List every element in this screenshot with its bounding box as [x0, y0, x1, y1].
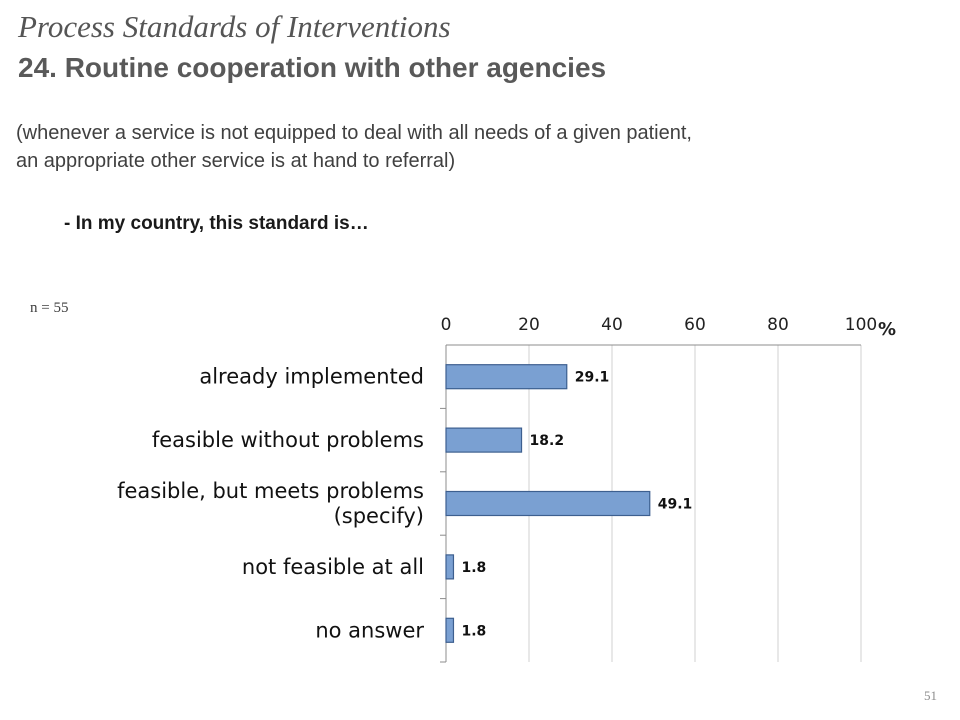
category-label: not feasible at all: [242, 555, 424, 579]
data-label: 1.8: [461, 623, 486, 639]
survey-question: - In my country, this standard is…: [64, 213, 369, 234]
slide-title: Process Standards of Interventions: [18, 9, 451, 44]
slide-subtitle: 24. Routine cooperation with other agenc…: [18, 52, 607, 83]
category-label: feasible without problems: [152, 428, 424, 452]
data-label: 49.1: [658, 497, 693, 513]
page-number: 51: [924, 688, 937, 703]
x-tick-label: 20: [518, 315, 540, 335]
bar: [445, 617, 455, 643]
standard-description: (whenever a service is not equipped to d…: [16, 119, 916, 175]
data-label: 29.1: [575, 370, 610, 386]
x-tick-label: 80: [767, 315, 789, 335]
x-tick-label: 100: [845, 315, 877, 335]
category-label: already implemented: [199, 365, 424, 389]
description-line: (whenever a service is not equipped to d…: [16, 122, 692, 144]
x-tick-label: 40: [601, 315, 623, 335]
data-label: 1.8: [461, 560, 486, 576]
category-label: no answer: [315, 618, 424, 642]
data-label: 18.2: [530, 433, 565, 449]
bar: [445, 554, 455, 580]
category-label: (specify): [334, 504, 424, 528]
sample-size: n = 55: [30, 300, 69, 316]
bar: [445, 490, 651, 517]
description-line: an appropriate other service is at hand …: [16, 150, 456, 172]
bar: [445, 427, 523, 453]
x-tick-label: 0: [441, 315, 452, 335]
x-unit-label: %: [878, 319, 896, 340]
bar: [445, 364, 568, 390]
x-tick-label: 60: [684, 315, 706, 335]
category-label: feasible, but meets problems: [117, 479, 424, 503]
